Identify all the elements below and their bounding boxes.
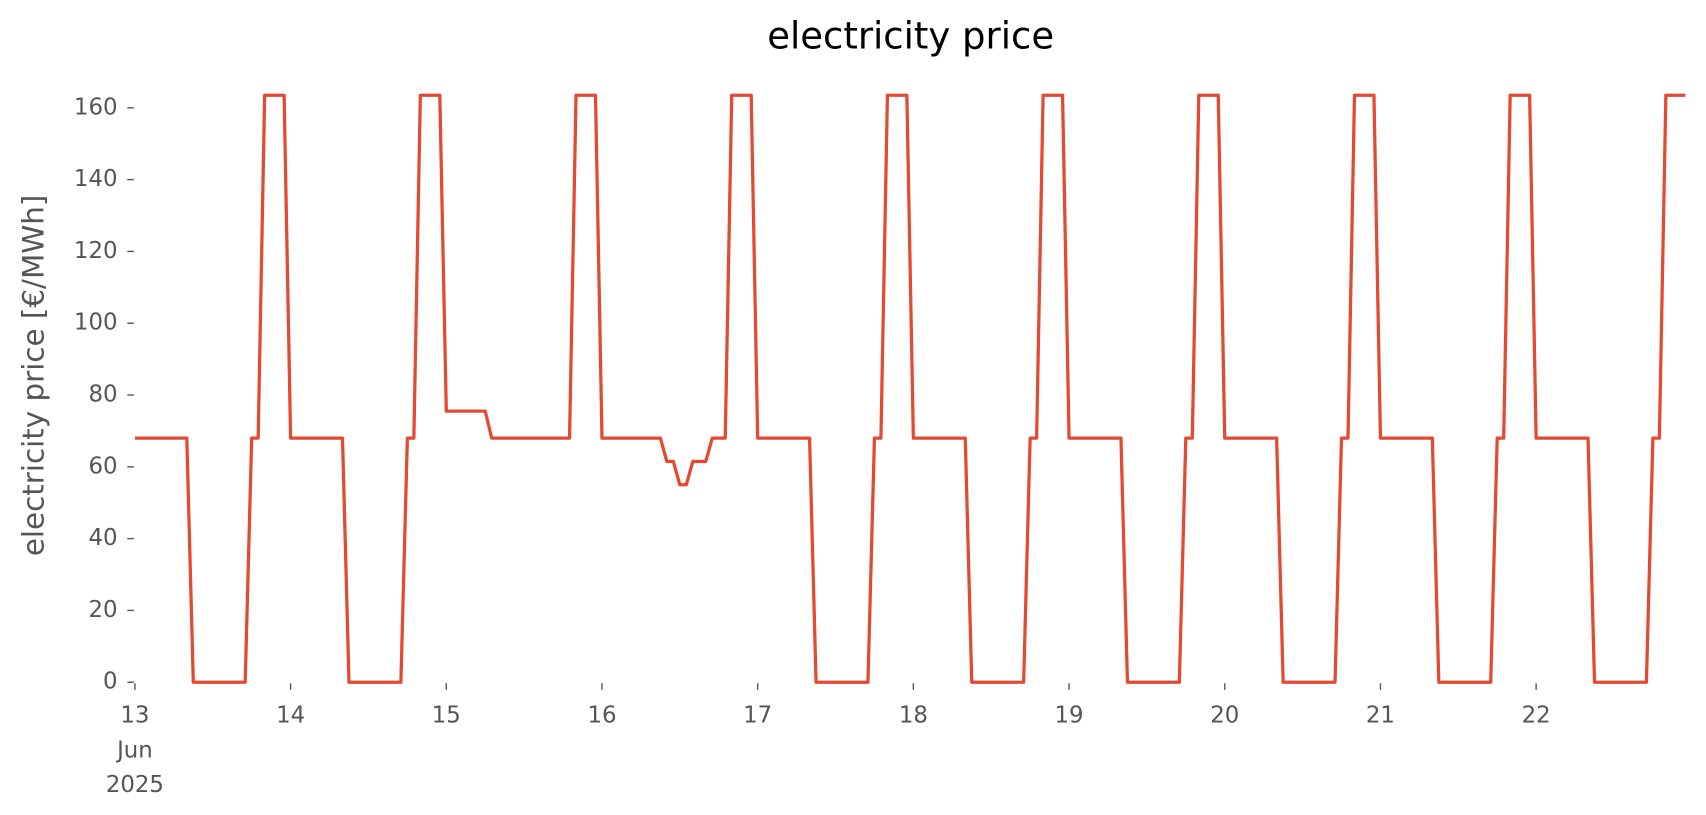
- y-tick-label: 20: [88, 597, 117, 623]
- y-axis-label: electricity price [€/MWh]: [16, 195, 50, 557]
- x-tick-label: 17: [743, 702, 772, 728]
- x-tick-label: 14: [276, 702, 305, 728]
- x-tick-label: 20: [1210, 702, 1239, 728]
- y-tick-label: 160: [74, 94, 118, 120]
- x-tick-label: 13 Jun 2025: [106, 702, 164, 798]
- x-tick-label: 18: [899, 702, 928, 728]
- x-tick-label: 21: [1366, 702, 1395, 728]
- y-tick-label: 80: [88, 382, 117, 408]
- x-tick-label: 19: [1055, 702, 1084, 728]
- y-tick-label: 60: [88, 453, 117, 479]
- x-tick-label: 16: [587, 702, 616, 728]
- y-tick-label: 40: [88, 525, 117, 551]
- x-tick-label: 22: [1522, 702, 1551, 728]
- y-tick-label: 120: [74, 238, 118, 264]
- y-tick-label: 140: [74, 166, 118, 192]
- y-tick-label: 100: [74, 310, 118, 336]
- y-tick-label: 0: [103, 669, 118, 695]
- chart-title: electricity price: [767, 15, 1054, 58]
- x-tick-label: 15: [432, 702, 461, 728]
- price-line: [134, 93, 1686, 684]
